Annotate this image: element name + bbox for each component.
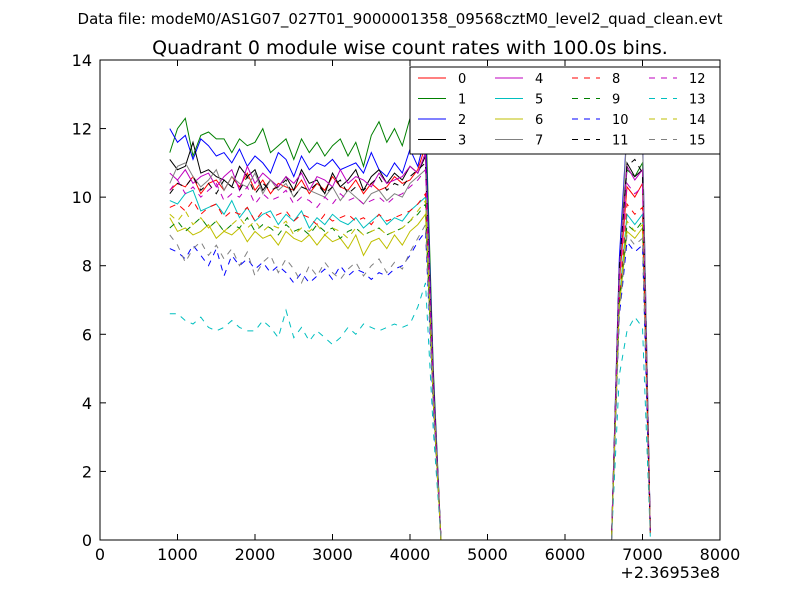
- legend-label-1: 1: [458, 93, 466, 108]
- legend-label-3: 3: [458, 134, 466, 149]
- y-tick-label: 0: [82, 531, 92, 550]
- legend-item-4: 4: [495, 72, 543, 87]
- figure-suptitle: Data file: modeM0/AS1G07_027T01_90000013…: [78, 10, 723, 29]
- legend-item-12: 12: [649, 72, 706, 87]
- legend-label-6: 6: [535, 113, 543, 128]
- x-offset-label: +2.36953e8: [620, 563, 720, 582]
- series-line-7: [169, 127, 651, 540]
- legend-label-9: 9: [612, 93, 620, 108]
- legend-item-10: 10: [572, 113, 629, 128]
- chart-title: Quadrant 0 module wise count rates with …: [152, 37, 668, 59]
- x-tick-label: 3000: [312, 545, 353, 564]
- x-tick-label: 5000: [467, 545, 508, 564]
- series-line-8: [169, 192, 651, 540]
- legend-item-8: 8: [572, 72, 620, 87]
- y-tick-label: 12: [72, 120, 92, 139]
- legend-label-13: 13: [689, 93, 706, 108]
- legend-label-11: 11: [612, 134, 629, 149]
- legend-label-12: 12: [689, 72, 706, 87]
- legend-item-0: 0: [418, 72, 466, 87]
- x-tick-label: 8000: [700, 545, 741, 564]
- axes-layer: 0 1000 2000 3000 4000 5000 6000 7000 80000246810…: [72, 51, 741, 564]
- legend-label-7: 7: [535, 134, 543, 149]
- x-tick-label: 1000: [157, 545, 198, 564]
- legend-label-8: 8: [612, 72, 620, 87]
- series-line-12: [169, 168, 651, 540]
- legend-item-6: 6: [495, 113, 543, 128]
- legend-label-10: 10: [612, 113, 629, 128]
- legend-label-14: 14: [689, 113, 706, 128]
- legend-item-1: 1: [418, 93, 466, 108]
- x-tick-label: 2000: [235, 545, 276, 564]
- series-line-14: [169, 199, 651, 540]
- x-tick-label: 6000: [545, 545, 586, 564]
- series-line-13: [169, 282, 651, 540]
- legend-item-14: 14: [649, 113, 706, 128]
- legend-item-3: 3: [418, 134, 466, 149]
- x-tick-label: 4000: [390, 545, 431, 564]
- legend-label-5: 5: [535, 93, 543, 108]
- legend-item-13: 13: [649, 93, 706, 108]
- series-layer: [169, 109, 651, 540]
- legend-label-15: 15: [689, 134, 706, 149]
- x-tick-label: 7000: [622, 545, 663, 564]
- y-tick-label: 6: [82, 325, 92, 344]
- series-line-4: [169, 152, 651, 540]
- legend-label-4: 4: [535, 72, 543, 87]
- series-line-10: [169, 229, 651, 540]
- legend-item-9: 9: [572, 93, 620, 108]
- series-line-6: [169, 212, 651, 540]
- series-line-0: [169, 145, 651, 540]
- legend-item-11: 11: [572, 134, 629, 149]
- legend-label-2: 2: [458, 113, 466, 128]
- x-tick-label: 0: [95, 545, 105, 564]
- y-tick-label: 14: [72, 51, 92, 70]
- y-tick-label: 2: [82, 462, 92, 481]
- legend-item-7: 7: [495, 134, 543, 149]
- legend-item-15: 15: [649, 134, 706, 149]
- series-line-15: [169, 222, 651, 540]
- y-tick-label: 10: [72, 188, 92, 207]
- y-tick-label: 8: [82, 257, 92, 276]
- legend-label-0: 0: [458, 72, 466, 87]
- y-tick-label: 4: [82, 394, 92, 413]
- legend-item-2: 2: [418, 113, 466, 128]
- legend-frame: [409, 66, 721, 155]
- legend-item-5: 5: [495, 93, 543, 108]
